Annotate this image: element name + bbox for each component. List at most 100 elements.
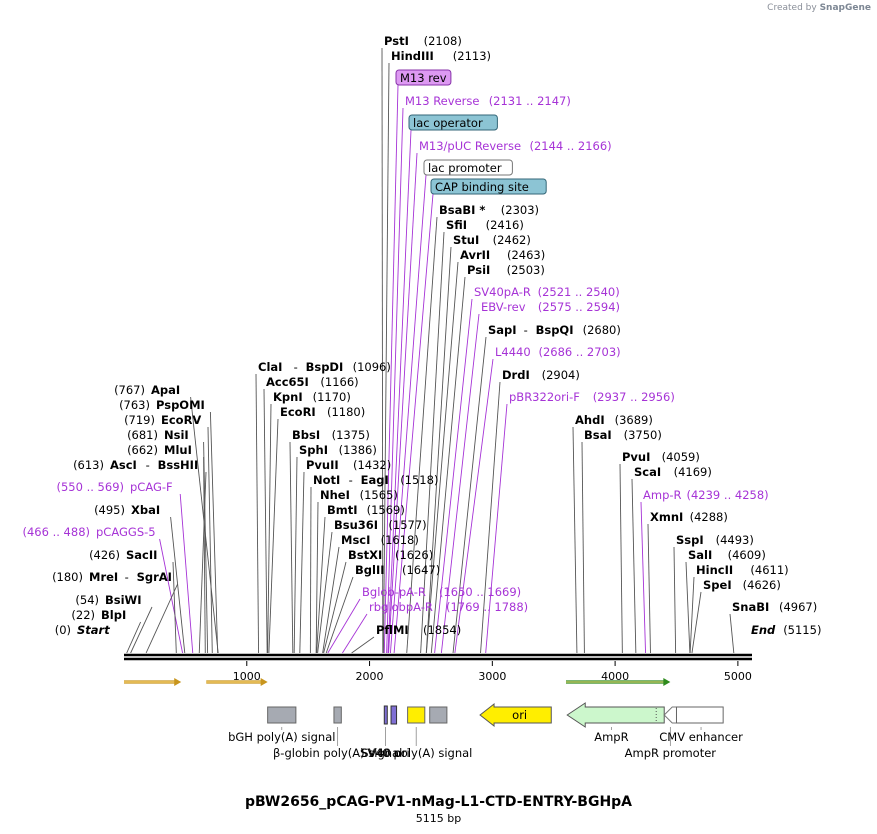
site-position: (2937 .. 2956) xyxy=(593,390,675,404)
site-position: (54) xyxy=(75,593,99,607)
site-name-ecori: EcoRI xyxy=(280,405,316,419)
ruler-ticks: 1000 2000 3000 4000 5000 xyxy=(233,661,752,683)
site-position: (2144 .. 2166) xyxy=(530,139,612,153)
leader-line xyxy=(126,621,142,654)
site-name-clai: ClaI xyxy=(258,360,282,374)
site-name-kpni: KpnI xyxy=(273,390,303,404)
leader-line xyxy=(425,246,452,654)
ori-label: ori xyxy=(512,708,527,722)
site-position: (2503) xyxy=(507,263,545,277)
leader-line xyxy=(289,441,294,654)
site-name-sv40pa-r: SV40pA-R xyxy=(474,285,531,299)
site-name-sphi: SphI xyxy=(299,443,328,457)
leader-line xyxy=(452,336,487,654)
leader-line xyxy=(386,107,404,654)
leader-line xyxy=(647,523,651,654)
site-position: (4239 .. 4258) xyxy=(687,488,769,502)
leader-line xyxy=(207,426,213,654)
leader-line xyxy=(263,388,268,654)
leader-line xyxy=(581,441,585,654)
site-name-acc65i: Acc65I xyxy=(266,375,309,389)
site-position: (1170) xyxy=(313,390,351,404)
site-name-m13-puc-reverse: M13/pUC Reverse xyxy=(419,139,521,153)
site-name-bsu36i: Bsu36I xyxy=(334,518,378,532)
site-name-nsii: NsiI xyxy=(164,428,189,442)
tick-label: 1000 xyxy=(233,670,261,683)
site-name-m13-reverse: M13 Reverse xyxy=(405,94,479,108)
feature-sv40-poly-a-signal-part xyxy=(429,706,448,724)
leader-line xyxy=(293,456,298,654)
site-position: (1618) xyxy=(381,533,419,547)
feature-label-bgh-poly-a-signal: bGH poly(A) signal xyxy=(228,730,335,744)
leader-line xyxy=(430,276,466,654)
site-position: (1626) xyxy=(395,548,433,562)
site-name-hincii: HincII xyxy=(696,563,733,577)
leader-line xyxy=(454,358,494,654)
leader-line xyxy=(673,546,677,654)
site-name-pvuii: PvuII xyxy=(306,458,339,472)
tick-label: 3000 xyxy=(478,670,506,683)
leader-line xyxy=(434,298,473,654)
feature-label-cmv-enhancer: CMV enhancer xyxy=(659,730,743,744)
feature-sv40-ori xyxy=(383,705,388,725)
site-position: (180) xyxy=(52,570,83,584)
site-name-eagi: EagI xyxy=(361,473,389,487)
leader-line xyxy=(179,493,194,654)
leader-line xyxy=(130,606,153,654)
site-name-psti: PstI xyxy=(384,34,409,48)
site-name-bsiwi: BsiWI xyxy=(105,593,142,607)
site-name-msci: MscI xyxy=(341,533,370,547)
site-position: (2463) xyxy=(507,248,545,262)
feature-tag-box xyxy=(430,178,547,195)
leader-line xyxy=(203,441,209,654)
site-name-rbglobpa-r: rbglobpA-R xyxy=(369,600,433,614)
site-name-nhei: NheI xyxy=(320,488,350,502)
site-position: (763) xyxy=(119,398,150,412)
feature-track: ori xyxy=(267,702,724,728)
feature-globin-poly-a-signal xyxy=(333,706,342,724)
site-name-spei: SpeI xyxy=(703,578,732,592)
leader-line xyxy=(406,216,438,654)
feature-sv40-ori-part xyxy=(390,705,398,725)
site-name-bmti: BmtI xyxy=(327,503,358,517)
leader-line xyxy=(619,463,623,654)
leader-line xyxy=(325,576,354,654)
leader-line xyxy=(267,403,272,654)
primer-arrows xyxy=(124,678,671,686)
site-name-drdi: DrdI xyxy=(502,368,530,382)
site-separator: - xyxy=(125,570,129,584)
leader-line xyxy=(209,411,219,654)
snapgene-credit: Created by SnapGene xyxy=(767,3,871,13)
leader-line xyxy=(351,636,375,654)
leader-line xyxy=(323,561,347,654)
site-name-bsshii: BssHII xyxy=(158,458,199,472)
leader-line xyxy=(268,418,279,654)
site-position: (2575 .. 2594) xyxy=(538,300,620,314)
site-name-xmni: XmnI xyxy=(650,510,683,524)
leader-line xyxy=(485,403,508,654)
site-position: (550 .. 569) xyxy=(57,480,125,494)
leader-line xyxy=(159,538,184,654)
site-position: (1854) xyxy=(423,623,461,637)
feature-label-sv40-ori: SV40 ori xyxy=(361,746,409,760)
leader-line xyxy=(145,583,179,654)
site-name-ebv-rev: EBV-rev xyxy=(481,300,526,314)
site-position: (613) xyxy=(73,458,104,472)
leader-line xyxy=(689,576,695,654)
feature-bgh-poly-a-signal xyxy=(267,706,297,724)
leader-line xyxy=(255,373,260,654)
site-position: (4059) xyxy=(662,450,700,464)
site-position: (2416) xyxy=(486,218,524,232)
site-position: (1577) xyxy=(388,518,426,532)
leader-line xyxy=(172,561,177,654)
feature-ori xyxy=(479,702,552,728)
leader-line xyxy=(572,426,578,654)
site-name-pspomi: PspOMI xyxy=(156,398,205,412)
site-position: (1565) xyxy=(360,488,398,502)
leader-line xyxy=(382,62,390,654)
site-position: (2131 .. 2147) xyxy=(489,94,571,108)
site-position: (2686 .. 2703) xyxy=(539,345,621,359)
site-name-ahdi: AhdI xyxy=(575,413,605,427)
site-position: (2462) xyxy=(493,233,531,247)
